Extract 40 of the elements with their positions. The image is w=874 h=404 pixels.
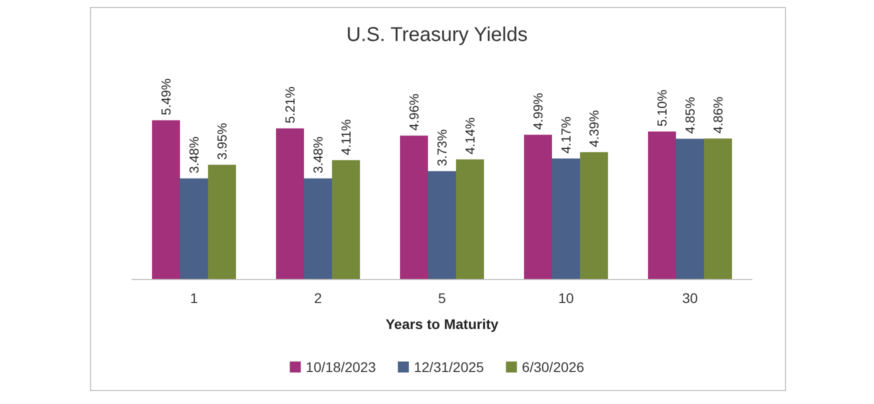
x-tick-label: 1 <box>190 290 198 306</box>
data-label: 3.95% <box>214 122 230 160</box>
data-label: 4.17% <box>558 116 574 154</box>
data-label: 4.96% <box>406 93 422 131</box>
bar <box>208 164 236 279</box>
data-label: 4.86% <box>710 96 726 134</box>
data-label: 3.73% <box>434 128 450 166</box>
bar <box>428 171 456 279</box>
legend-label: 12/31/2025 <box>414 359 484 375</box>
data-label: 5.10% <box>654 89 670 127</box>
x-axis-title: Years to Maturity <box>386 316 499 332</box>
chart-title: U.S. Treasury Yields <box>346 24 528 46</box>
data-label: 4.99% <box>530 92 546 130</box>
data-label: 5.21% <box>282 86 298 124</box>
data-label: 3.48% <box>186 136 202 174</box>
bar <box>456 159 484 279</box>
bar <box>332 160 360 279</box>
bar <box>552 158 580 279</box>
bar <box>276 128 304 279</box>
bar <box>400 136 428 279</box>
data-label: 5.49% <box>158 78 174 116</box>
data-label: 3.48% <box>310 136 326 174</box>
bar <box>304 178 332 279</box>
x-tick-label: 10 <box>558 290 574 306</box>
bar <box>704 138 732 279</box>
legend-label: 6/30/2026 <box>522 359 584 375</box>
bar <box>676 138 704 279</box>
bar <box>580 152 608 279</box>
data-label: 4.14% <box>462 117 478 154</box>
bar <box>180 178 208 279</box>
legend-label: 10/18/2023 <box>306 359 376 375</box>
data-label: 4.39% <box>586 110 602 148</box>
data-label: 4.11% <box>338 118 354 156</box>
bar <box>648 132 676 279</box>
x-tick-label: 5 <box>438 290 446 306</box>
x-tick-label: 2 <box>314 290 322 306</box>
x-tick-label: 30 <box>682 290 698 306</box>
bar <box>524 134 552 279</box>
data-label: 4.85% <box>682 96 698 134</box>
bar <box>152 120 180 279</box>
